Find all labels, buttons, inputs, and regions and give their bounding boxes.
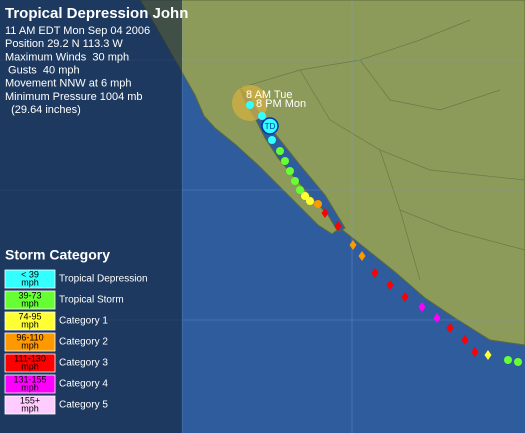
current-position xyxy=(261,117,279,135)
track-point xyxy=(446,323,454,333)
track-point xyxy=(258,112,266,120)
advisory-line: Position 29.2 N 113.3 W xyxy=(5,38,123,50)
legend-swatch xyxy=(4,269,56,289)
track-point xyxy=(461,335,469,345)
track-point xyxy=(296,186,304,194)
track-point xyxy=(246,101,254,109)
advisory-line: Minimum Pressure 1004 mb xyxy=(5,91,143,103)
legend-label: Tropical Storm xyxy=(59,295,124,306)
legend-title: Storm Category xyxy=(5,247,110,263)
legend-range: 111-130 xyxy=(14,353,46,363)
legend-label: Category 1 xyxy=(59,316,108,327)
forecast-label: 8 PM Mon xyxy=(256,98,306,110)
legend-unit: mph xyxy=(21,382,39,392)
legend-label: Category 5 xyxy=(59,400,108,411)
track-point xyxy=(471,347,479,357)
track-point xyxy=(321,208,329,218)
legend-swatch xyxy=(4,353,56,373)
track-point xyxy=(291,177,299,185)
track-point xyxy=(268,136,276,144)
track-point xyxy=(504,356,512,364)
legend-swatch xyxy=(4,374,56,394)
legend-label: Category 3 xyxy=(59,358,108,369)
advisory-line: Movement NNW at 6 mph xyxy=(5,78,132,90)
advisory-line: Maximum Winds 30 mph xyxy=(5,51,129,63)
track-point xyxy=(334,221,342,231)
legend-swatch xyxy=(4,311,56,331)
legend-swatch xyxy=(4,395,56,415)
advisory-line: Gusts 40 mph xyxy=(5,65,80,77)
legend-label: Category 4 xyxy=(59,379,108,390)
track-point xyxy=(418,302,426,312)
land xyxy=(139,0,525,346)
track-point xyxy=(349,240,357,250)
legend-range: 39-73 xyxy=(18,290,41,300)
track-point xyxy=(314,200,322,208)
track-point xyxy=(433,313,441,323)
track-point xyxy=(514,358,522,366)
current-marker: TD xyxy=(265,122,276,131)
track-point xyxy=(386,280,394,290)
legend-swatch xyxy=(4,332,56,352)
advisory-line: (29.64 inches) xyxy=(5,104,81,116)
legend-range: 74-95 xyxy=(18,311,41,321)
legend-unit: mph xyxy=(21,298,39,308)
advisory-line: 11 AM EDT Mon Sep 04 2006 xyxy=(5,25,150,37)
track-point xyxy=(484,350,492,360)
legend-label: Tropical Depression xyxy=(59,274,148,285)
track-point xyxy=(301,192,309,200)
forecast-label: 8 AM Tue xyxy=(246,89,292,101)
legend-range: < 39 xyxy=(21,269,39,279)
track-point xyxy=(281,157,289,165)
track-point xyxy=(276,147,284,155)
legend-label: Category 2 xyxy=(59,337,108,348)
legend-unit: mph xyxy=(21,277,39,287)
track-point xyxy=(371,268,379,278)
track-point xyxy=(306,197,314,205)
legend-range: 155+ xyxy=(20,395,40,405)
storm-track xyxy=(246,101,522,366)
title: Tropical Depression John xyxy=(5,5,188,22)
legend-unit: mph xyxy=(21,361,39,371)
legend-range: 131-155 xyxy=(13,374,46,384)
legend-unit: mph xyxy=(21,319,39,329)
legend-range: 96-110 xyxy=(16,332,43,342)
track-point xyxy=(358,251,366,261)
legend-swatch xyxy=(4,290,56,310)
track-point xyxy=(401,292,409,302)
track-point xyxy=(286,167,294,175)
legend-unit: mph xyxy=(21,403,39,413)
legend-unit: mph xyxy=(21,340,39,350)
